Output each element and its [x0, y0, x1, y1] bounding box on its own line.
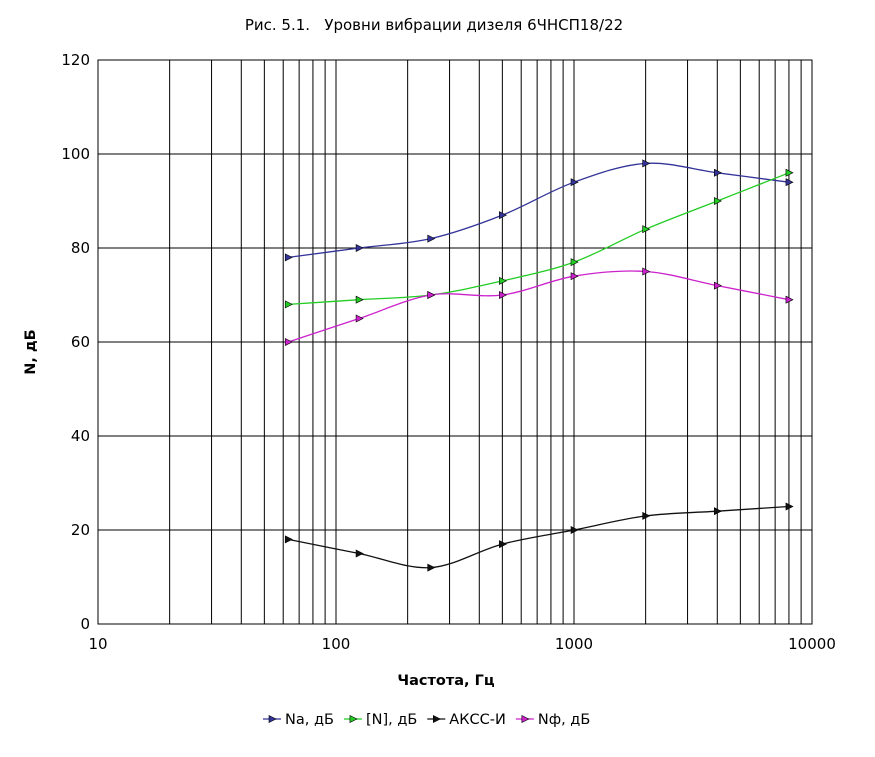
legend-entry-label: АКСС-И — [449, 712, 506, 728]
data-point — [499, 211, 508, 220]
data-point — [355, 549, 364, 558]
data-point — [284, 300, 293, 309]
data-point — [284, 535, 293, 544]
data-point — [785, 295, 794, 304]
data-point — [713, 168, 722, 177]
legend: Na, дБ [N], дБ АКСС-И Nф, дБ — [263, 712, 590, 728]
y-axis-label: N, дБ — [23, 329, 39, 374]
x-tick-label: 10 — [88, 635, 107, 653]
x-tick-label: 100 — [322, 635, 351, 653]
y-tick-label: 120 — [61, 51, 90, 69]
legend-entry-label: Na, дБ — [285, 712, 334, 728]
x-tick-label: 10000 — [788, 635, 836, 653]
legend-entry-label: [N], дБ — [366, 712, 417, 728]
data-point — [642, 511, 651, 520]
data-point — [355, 295, 364, 304]
y-tick-label: 60 — [71, 333, 90, 351]
series-group-3 — [284, 502, 794, 572]
x-axis-label: Частота, Гц — [397, 673, 494, 689]
series-line — [288, 505, 789, 569]
data-point — [499, 540, 508, 549]
data-point — [570, 526, 579, 534]
series-line — [288, 162, 790, 259]
series-line — [288, 172, 790, 306]
series-group-4 — [284, 267, 794, 346]
series — [284, 159, 794, 572]
x-tick-label: 1000 — [555, 635, 593, 653]
data-point — [427, 563, 436, 572]
data-point — [642, 225, 651, 234]
legend-entry-label: Nф, дБ — [538, 712, 590, 728]
y-tick-label: 80 — [71, 239, 90, 257]
data-point — [785, 502, 794, 511]
data-point — [284, 253, 293, 262]
data-point — [713, 281, 722, 290]
data-point — [713, 507, 722, 516]
tick-labels: 0 20 40 60 80 100 120 10 100 1000 10000 — [61, 51, 836, 653]
legend-marker — [349, 715, 358, 723]
y-tick-label: 20 — [71, 521, 90, 539]
data-point — [284, 338, 293, 346]
legend-marker — [268, 715, 277, 723]
y-tick-label: 0 — [80, 615, 90, 633]
series-line — [288, 270, 790, 343]
series-group-1 — [284, 159, 794, 262]
data-point — [499, 291, 508, 299]
data-point — [427, 234, 436, 243]
chart-title: Рис. 5.1. Уровни вибрации дизеля 6ЧНСП18… — [245, 16, 623, 34]
plot-area-frame — [97, 59, 813, 625]
data-point — [499, 276, 508, 285]
data-point — [570, 272, 579, 281]
data-point — [713, 197, 722, 205]
legend-marker — [432, 715, 441, 723]
data-point — [355, 314, 364, 323]
data-point — [785, 178, 794, 187]
legend-marker — [521, 715, 530, 723]
data-point — [355, 244, 364, 252]
data-point — [642, 159, 651, 168]
data-point — [642, 267, 651, 276]
data-point — [570, 258, 579, 267]
y-tick-label: 100 — [61, 145, 90, 163]
data-point — [785, 168, 794, 177]
y-tick-label: 40 — [71, 427, 90, 445]
grid — [97, 59, 812, 625]
data-point — [427, 291, 436, 299]
data-point — [570, 178, 579, 187]
